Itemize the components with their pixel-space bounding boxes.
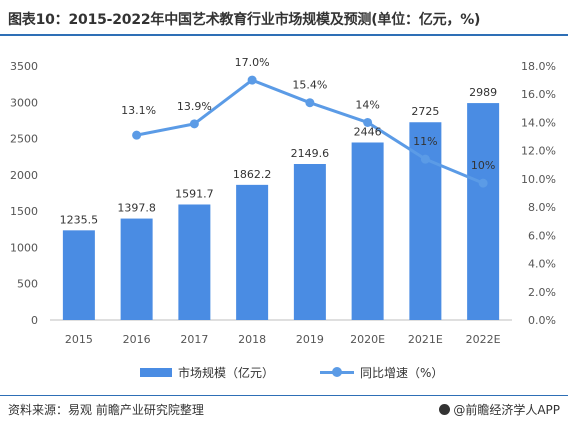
legend: 市场规模（亿元） 同比增速（%） [0, 362, 568, 382]
line-value-label: 10% [471, 159, 495, 172]
chart-title: 图表10：2015-2022年中国艺术教育行业市场规模及预测(单位：亿元，%) [8, 12, 481, 28]
y-right-tick-label: 6.0% [528, 229, 556, 242]
legend-label-line: 同比增速（%） [360, 365, 444, 380]
bar [178, 204, 211, 320]
bar-swatch-icon [140, 367, 172, 377]
x-tick-label: 2018 [238, 333, 266, 346]
y-left-tick-label: 3500 [10, 60, 38, 73]
line-point [478, 178, 488, 188]
y-right-tick-label: 4.0% [528, 258, 556, 271]
header: 图表10：2015-2022年中国艺术教育行业市场规模及预测(单位：亿元，%) [0, 0, 568, 38]
legend-item-line[interactable]: 同比增速（%） [320, 362, 443, 382]
y-right-tick-label: 12.0% [521, 145, 556, 158]
bar [120, 218, 153, 320]
x-tick-label: 2022E [466, 333, 501, 346]
bar-value-label: 1862.2 [233, 168, 272, 181]
line-value-label: 15.4% [292, 79, 327, 92]
y-left-tick-label: 3000 [10, 96, 38, 109]
y-left-tick-label: 1500 [10, 205, 38, 218]
y-left-tick-label: 2500 [10, 133, 38, 146]
line-value-label: 14% [355, 98, 379, 111]
bar-value-label: 1591.7 [175, 187, 214, 200]
bar [236, 184, 269, 320]
line-value-label: 11% [413, 135, 437, 148]
y-right-tick-label: 0.0% [528, 314, 556, 327]
line-point [420, 154, 430, 164]
legend-label-bar: 市场规模（亿元） [178, 365, 275, 380]
data-labels: 1235.5 1397.8 1591.7 1862.2 2149.6 2446 2725 29… [60, 56, 498, 226]
brand-logo-icon [439, 404, 451, 415]
header-divider [0, 34, 568, 36]
bar-value-label: 2446 [354, 125, 382, 138]
y-right-tick-label: 8.0% [528, 201, 556, 214]
line-point [189, 119, 199, 129]
bar-value-label: 2989 [469, 86, 497, 99]
line-point [305, 98, 315, 108]
line-swatch-icon [320, 366, 354, 378]
bar [293, 164, 326, 320]
x-tick-label: 2016 [123, 333, 151, 346]
axes: 0 500 1000 1500 2000 2500 3000 3500 0.0% 2.0% 4.0%… [10, 60, 556, 346]
y-left-tick-label: 0 [31, 314, 38, 327]
line-point [363, 117, 373, 127]
y-right-tick-label: 16.0% [521, 88, 556, 101]
bar-value-label: 2149.6 [291, 147, 330, 160]
footer-divider [0, 395, 568, 396]
chart: 0 500 1000 1500 2000 2500 3000 3500 0.0% 2.0% 4.0%… [10, 56, 556, 346]
line-value-label: 13.1% [121, 104, 156, 117]
y-right-tick-label: 2.0% [528, 286, 556, 299]
line-value-label: 17.0% [235, 56, 270, 69]
y-right-tick-label: 14.0% [521, 116, 556, 129]
bar-value-label: 1397.8 [117, 202, 156, 215]
bar-value-label: 2725 [411, 105, 439, 118]
source-note: 资料来源：易观 前瞻产业研究院整理 [8, 403, 204, 417]
x-tick-label: 2020E [350, 333, 385, 346]
x-tick-label: 2017 [180, 333, 208, 346]
bar-value-label: 1235.5 [60, 213, 99, 226]
y-left-tick-label: 2000 [10, 169, 38, 182]
x-tick-label: 2015 [65, 333, 93, 346]
y-right-tick-label: 10.0% [521, 173, 556, 186]
x-tick-label: 2021E [408, 333, 443, 346]
bar [62, 230, 95, 320]
bar-series [62, 103, 500, 320]
y-right-tick-label: 18.0% [521, 60, 556, 73]
line-value-label: 13.9% [177, 100, 212, 113]
brand: @前瞻经济学人APP [439, 401, 560, 418]
line-point [132, 130, 142, 140]
y-left-tick-label: 1000 [10, 241, 38, 254]
x-tick-label: 2019 [296, 333, 324, 346]
bar [351, 142, 384, 320]
legend-item-bar[interactable]: 市场规模（亿元） [140, 362, 274, 382]
bar [467, 103, 500, 320]
brand-label: @前瞻经济学人APP [453, 403, 560, 417]
line-point [247, 75, 257, 85]
line-series [132, 75, 488, 188]
y-left-tick-label: 500 [17, 278, 38, 291]
